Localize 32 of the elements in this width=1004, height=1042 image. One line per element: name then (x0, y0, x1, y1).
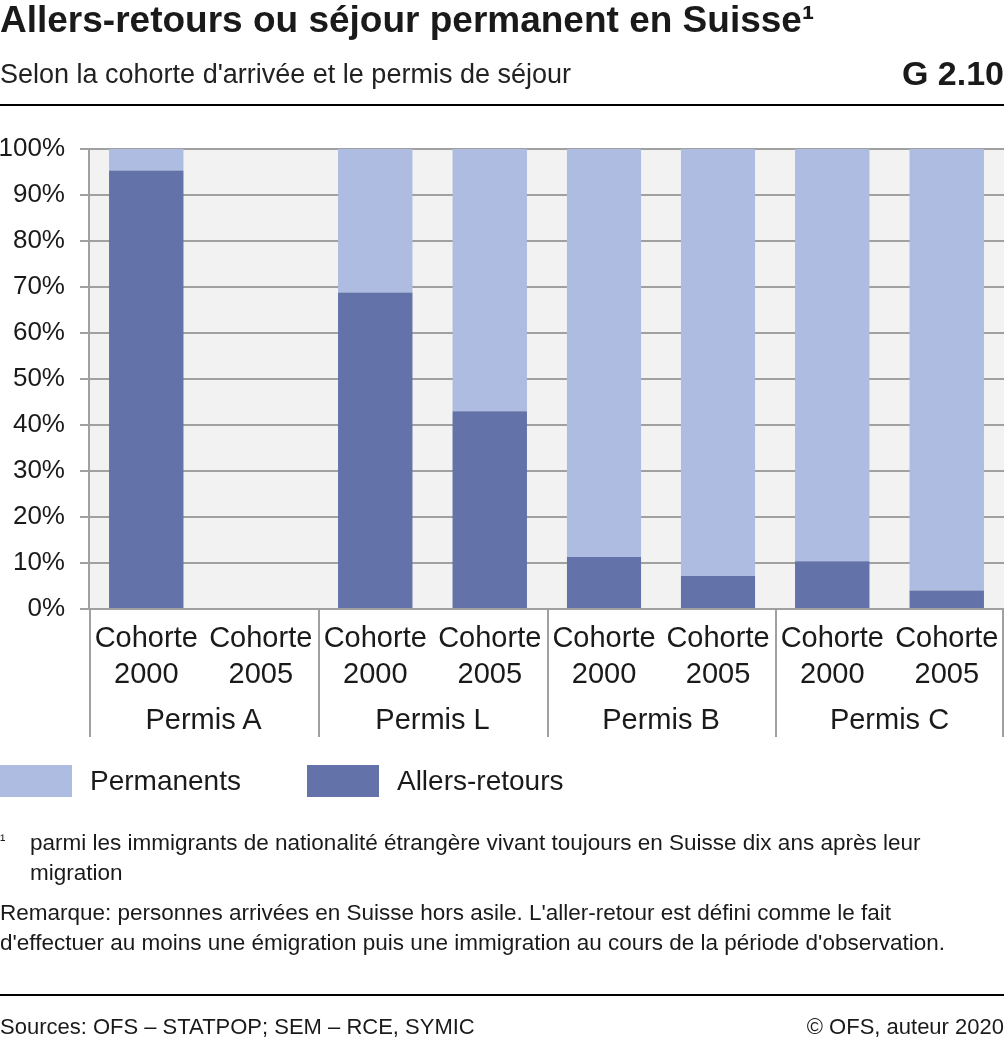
x-axis-title: Permis C (829, 702, 950, 735)
y-tick-label: 80% (12, 224, 65, 255)
y-tick-label: 70% (12, 270, 65, 301)
x-tick-label: Cohorte 2005 (209, 621, 313, 689)
y-tick-label: 30% (12, 454, 65, 485)
text: Remarque: personnes arrivées en Suisse hors asile. L'aller-retour est défini comme le fait d'effectuer au moins une émigration puis une immigration au cours de la période d'observation. (0, 899, 946, 957)
x-axis-title: Permis A (145, 702, 263, 735)
x-tick-label: Cohorte 2005 (666, 621, 770, 689)
y-tick-label: 10% (12, 546, 65, 577)
y-tick-label: 50% (12, 362, 65, 393)
text: G 2.10 (901, 54, 1004, 92)
x-tick-label: Cohorte 2000 (323, 621, 427, 689)
source-note: Sources: OFS – STATPOP; SEM – RCE, SYMIC (0, 1013, 475, 1041)
text: © OFS, auteur 2020 (806, 1013, 1004, 1041)
y-tick-label: 60% (12, 316, 65, 347)
y-tick-label: 0% (27, 592, 65, 623)
y-tick-label: 100% (0, 132, 65, 163)
text: ¹ parmi les immigrants de nationalité étrangère vivant toujours en Suisse dix ans après leur migration (0, 830, 921, 885)
legend-label: Permanents (90, 765, 241, 797)
x-tick-label: Cohorte 2000 (94, 621, 198, 689)
x-tick-label: Cohorte 2000 (552, 621, 656, 689)
y-tick-label: 90% (12, 178, 65, 209)
x-tick-label: Cohorte 2005 (438, 621, 542, 689)
text: Allers-retours ou séjour permanent en Suisse¹ (0, 0, 815, 41)
y-tick-label: 20% (12, 500, 65, 531)
x-axis-title: Permis L (375, 702, 490, 735)
x-axis-title: Permis B (602, 702, 720, 735)
legend-label: Allers-retours (396, 765, 564, 797)
x-tick-label: Cohorte 2005 (895, 621, 999, 689)
x-tick-label: Cohorte 2000 (780, 621, 884, 689)
chart-subtitle: Selon la cohorte d'arrivée et le permis de séjour (0, 58, 571, 90)
y-tick-label: 40% (12, 408, 65, 439)
